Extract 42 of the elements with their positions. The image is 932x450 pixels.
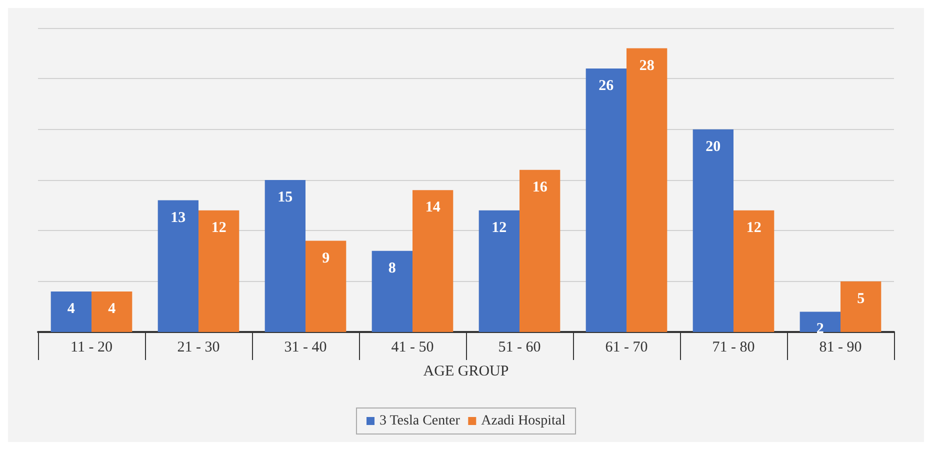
x-axis-title: AGE GROUP bbox=[423, 364, 509, 380]
bar bbox=[412, 190, 454, 332]
data-label: 12 bbox=[211, 220, 226, 236]
bar bbox=[586, 68, 626, 332]
bar bbox=[520, 170, 560, 332]
data-label: 4 bbox=[108, 300, 116, 317]
bar bbox=[264, 180, 306, 332]
bar bbox=[734, 210, 774, 332]
bar bbox=[372, 250, 412, 332]
data-label: 13 bbox=[170, 210, 186, 226]
bar bbox=[50, 291, 92, 332]
x-tick-label: 41 - 50 bbox=[391, 340, 434, 356]
legend-label: Azadi Hospital bbox=[481, 414, 566, 428]
data-label: 4 bbox=[67, 300, 76, 317]
x-tick-label: 81 - 90 bbox=[819, 340, 862, 356]
x-tick-label: 71 - 80 bbox=[712, 340, 755, 356]
bar bbox=[158, 200, 198, 332]
data-label: 26 bbox=[598, 78, 614, 94]
x-tick-label: 11 - 20 bbox=[70, 340, 112, 356]
data-label: 15 bbox=[278, 190, 293, 206]
bar bbox=[800, 312, 840, 332]
data-label: 14 bbox=[425, 200, 441, 216]
data-label: 8 bbox=[388, 260, 396, 276]
bar bbox=[306, 240, 346, 332]
bar bbox=[840, 281, 882, 332]
bar bbox=[692, 129, 734, 332]
bar bbox=[626, 48, 668, 332]
data-label: 9 bbox=[322, 250, 330, 266]
x-tick-label: 61 - 70 bbox=[605, 340, 648, 356]
data-label: 16 bbox=[532, 179, 548, 196]
data-label: 12 bbox=[492, 220, 507, 236]
bar bbox=[92, 291, 132, 332]
bar bbox=[478, 210, 520, 332]
data-label: 12 bbox=[746, 220, 762, 236]
x-tick-label: 31 - 40 bbox=[284, 340, 327, 356]
data-label: 5 bbox=[857, 290, 865, 307]
data-label: 20 bbox=[706, 138, 721, 155]
bar bbox=[198, 210, 240, 332]
legend-label: 3 Tesla Center bbox=[379, 414, 460, 428]
x-tick-label: 21 - 30 bbox=[177, 340, 220, 356]
data-label: 28 bbox=[639, 58, 654, 74]
x-tick-label: 51 - 60 bbox=[498, 340, 541, 356]
